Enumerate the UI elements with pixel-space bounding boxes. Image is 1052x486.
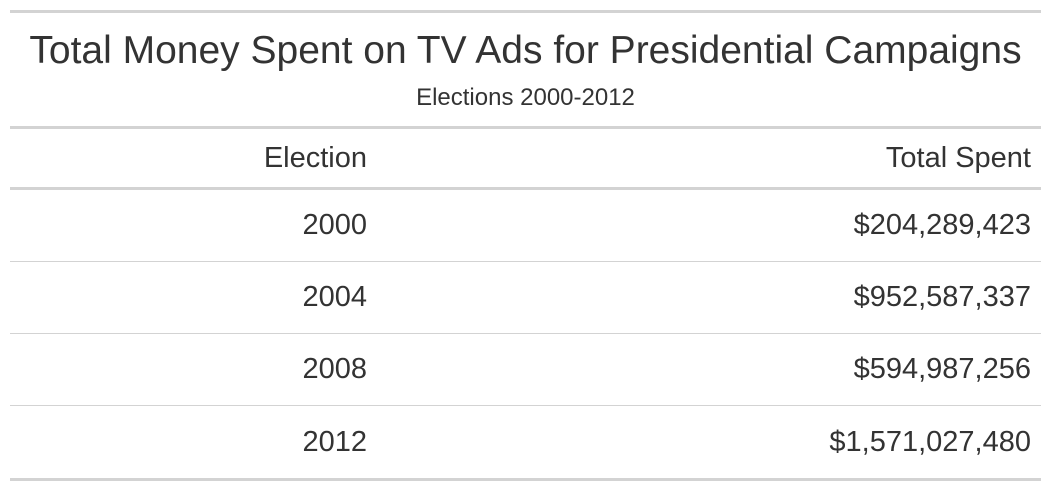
data-table: Total Money Spent on TV Ads for Presiden…: [10, 10, 1041, 481]
header-rule: [10, 126, 1041, 129]
election-cell: 2004: [302, 281, 367, 313]
table-row: 2004 $952,587,337: [10, 262, 1041, 334]
table-row: 2012 $1,571,027,480: [10, 406, 1041, 478]
election-cell: 2008: [302, 353, 367, 385]
total-spent-cell: $952,587,337: [853, 281, 1031, 313]
total-spent-cell: $594,987,256: [853, 353, 1031, 385]
top-rule: [10, 10, 1041, 13]
election-cell: 2012: [302, 425, 367, 458]
column-header-row: Election Total Spent: [10, 129, 1041, 187]
table-title: Total Money Spent on TV Ads for Presiden…: [29, 29, 1022, 72]
bottom-rule: [10, 478, 1041, 481]
table-row: 2008 $594,987,256: [10, 334, 1041, 406]
total-spent-cell: $1,571,027,480: [829, 425, 1031, 458]
column-header-rule: [10, 187, 1041, 190]
total-spent-cell: $204,289,423: [853, 209, 1031, 241]
column-header-election: Election: [263, 141, 367, 174]
election-cell: 2000: [302, 209, 367, 241]
table-subtitle: Elections 2000-2012: [416, 84, 635, 111]
table-row: 2000 $204,289,423: [10, 190, 1041, 262]
column-header-total-spent: Total Spent: [885, 141, 1031, 174]
